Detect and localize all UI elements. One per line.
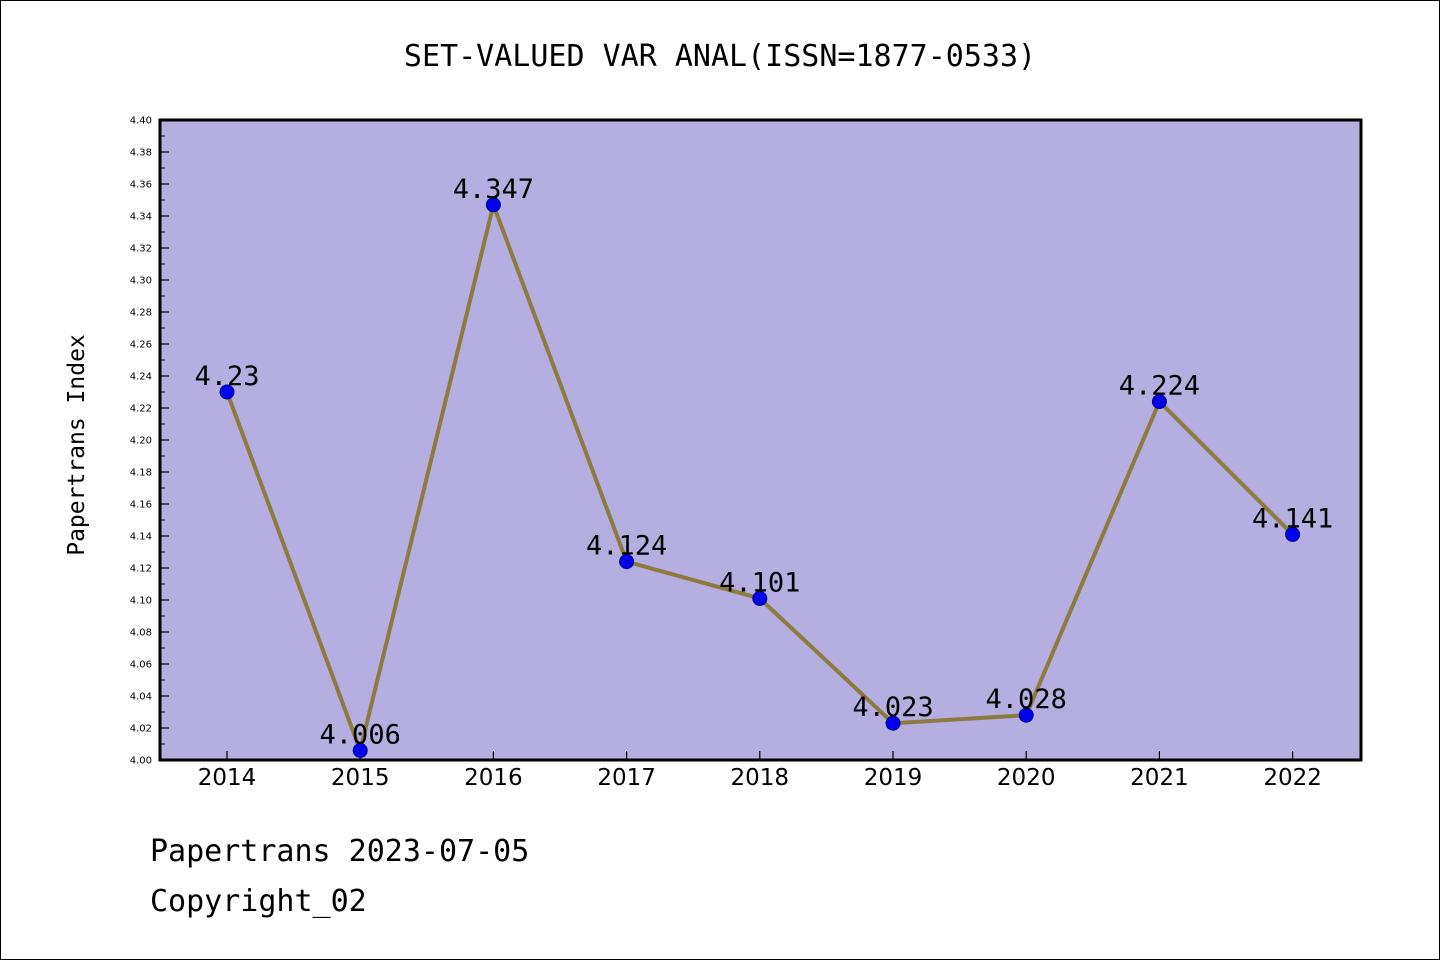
- data-label: 4.006: [320, 719, 401, 750]
- series-line-group: [219, 197, 1301, 758]
- data-point: [1285, 526, 1301, 542]
- y-tick-label: 4.02: [130, 724, 152, 735]
- y-tick-label: 4.40: [130, 116, 152, 127]
- plot-border: [158, 118, 1363, 762]
- y-tick-label: 4.24: [130, 372, 152, 383]
- y-tick-label: 4.10: [130, 596, 152, 607]
- y-tick-label: 4.20: [130, 436, 152, 447]
- y-tick-label: 4.04: [130, 692, 152, 703]
- y-tick-label: 4.06: [130, 660, 152, 671]
- data-point: [485, 197, 501, 213]
- y-tick-label: 4.32: [130, 244, 152, 255]
- data-point: [1018, 707, 1034, 723]
- data-point: [752, 590, 768, 606]
- x-tick-label: 2016: [464, 765, 523, 791]
- y-tick-label: 4.34: [130, 212, 152, 223]
- y-axis-label: Papertrans Index: [64, 334, 90, 556]
- footer-date: Papertrans 2023-07-05: [150, 834, 530, 869]
- x-tick-label: 2021: [1130, 765, 1189, 791]
- data-label: 4.124: [586, 531, 667, 562]
- data-label: 4.023: [852, 692, 933, 723]
- data-label: 4.347: [453, 174, 534, 205]
- plot-area: [160, 120, 1361, 760]
- x-tick-label: 2014: [198, 765, 257, 791]
- data-label: 4.224: [1119, 371, 1200, 402]
- data-label: 4.101: [719, 567, 800, 598]
- y-axis: 4.00 4.02 4.04 4.06 4.08 4.10 4.12 4.14 4.16 4.18…: [130, 116, 169, 767]
- data-point: [219, 384, 235, 400]
- y-tick-label: 4.28: [130, 308, 152, 319]
- x-tick-label: 2022: [1263, 765, 1322, 791]
- y-tick-label: 4.08: [130, 628, 152, 639]
- x-tick-label: 2018: [731, 765, 790, 791]
- data-label: 4.028: [986, 684, 1067, 715]
- data-point: [619, 554, 635, 570]
- chart-title: SET-VALUED VAR ANAL(ISSN=1877-0533): [404, 39, 1036, 74]
- y-tick-label: 4.36: [130, 180, 152, 191]
- data-point: [885, 715, 901, 731]
- y-tick-label: 4.22: [130, 404, 152, 415]
- x-axis: 2014 2015 2016 2017 2018 2019 2020 2021 2022: [198, 751, 1322, 791]
- x-tick-label: 2017: [597, 765, 656, 791]
- y-tick-label: 4.30: [130, 276, 152, 287]
- footer-copyright: Copyright_02: [150, 884, 367, 919]
- y-tick-label: 4.14: [130, 532, 152, 543]
- y-tick-label: 4.00: [130, 756, 152, 767]
- y-tick-label: 4.12: [130, 564, 152, 575]
- data-point: [352, 742, 368, 758]
- x-tick-label: 2019: [864, 765, 923, 791]
- y-tick-label: 4.38: [130, 148, 152, 159]
- data-label: 4.23: [194, 361, 259, 392]
- x-tick-label: 2015: [331, 765, 390, 791]
- x-tick-label: 2020: [997, 765, 1056, 791]
- y-tick-label: 4.16: [130, 500, 152, 511]
- data-label: 4.141: [1252, 503, 1333, 534]
- data-point: [1151, 394, 1167, 410]
- y-tick-label: 4.18: [130, 468, 152, 479]
- data-labels-group: 4.23 4.006 4.347 4.124 4.101 4.023 4.028 4.224 4…: [194, 174, 1333, 751]
- y-tick-label: 4.26: [130, 340, 152, 351]
